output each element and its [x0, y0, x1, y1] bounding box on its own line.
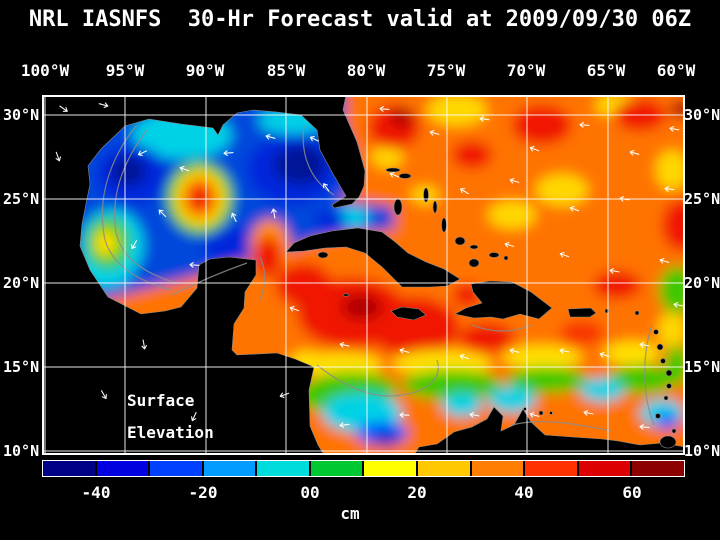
- bahamas-islands: [385, 167, 509, 268]
- colorbar-segment: [257, 461, 311, 476]
- lat-tick-label: 30°N: [3, 106, 40, 124]
- colorbar-segment: [96, 461, 151, 476]
- colorbar-segment: [525, 461, 579, 476]
- map-panel: [42, 95, 685, 455]
- colorbar-segment: [632, 461, 684, 476]
- lon-tick-label: 60°W: [656, 61, 696, 80]
- colorbar-unit-label: cm: [340, 504, 360, 523]
- lon-tick-label: 90°W: [185, 61, 225, 80]
- annotation-surface: Surface: [127, 391, 195, 410]
- north-central-america-landmass: [42, 95, 366, 455]
- lon-tick-label: 65°W: [586, 61, 626, 80]
- lon-tick-label: 100°W: [20, 61, 70, 80]
- colorbar-segment: [578, 461, 633, 476]
- colorbar-swatches: [42, 460, 685, 477]
- lat-tick-label: 10°N: [684, 442, 720, 460]
- colorbar-segment: [203, 461, 258, 476]
- plot-title: NRL IASNFS 30-Hr Forecast valid at 2009/…: [28, 7, 692, 32]
- map-frame: [42, 95, 685, 455]
- lon-tick-label: 80°W: [346, 61, 386, 80]
- land-masses: [42, 95, 685, 455]
- colorbar-segment: [310, 461, 365, 476]
- grid-lines: [42, 95, 685, 455]
- annotation-elevation: Elevation: [127, 423, 214, 442]
- colorbar-tick-label: 60: [622, 483, 642, 502]
- lon-tick-label: 70°W: [506, 61, 546, 80]
- colorbar-tick-label: 00: [300, 483, 320, 502]
- isla-juventud: [317, 251, 329, 259]
- map-svg: [42, 95, 685, 455]
- lon-tick-label: 85°W: [266, 61, 306, 80]
- lon-tick-label: 75°W: [426, 61, 466, 80]
- hispaniola-island: [454, 280, 553, 320]
- cuba-island: [285, 227, 461, 288]
- colorbar-segment: [364, 461, 419, 476]
- colorbar-segment: [43, 461, 97, 476]
- lon-tick-label: 95°W: [105, 61, 145, 80]
- bathymetry-contours: [101, 124, 655, 432]
- colorbar-tick-label: 40: [514, 483, 534, 502]
- lat-tick-label: 25°N: [3, 190, 40, 208]
- lat-tick-label: 25°N: [684, 190, 720, 208]
- colorbar-segment: [418, 461, 472, 476]
- colorbar-tick-label: -20: [188, 483, 218, 502]
- colorbar-segment: [150, 461, 204, 476]
- lat-tick-label: 30°N: [684, 106, 720, 124]
- lat-tick-label: 15°N: [684, 358, 720, 376]
- colorbar-segment: [471, 461, 526, 476]
- south-america-landmass: [413, 406, 685, 455]
- lat-tick-label: 20°N: [3, 274, 40, 292]
- puerto-rico-island: [567, 307, 597, 318]
- colorbar-tick-label: -40: [81, 483, 111, 502]
- jamaica-island: [390, 306, 427, 321]
- lat-tick-label: 10°N: [3, 442, 40, 460]
- lat-tick-label: 15°N: [3, 358, 40, 376]
- lat-tick-label: 20°N: [684, 274, 720, 292]
- colorbar-tick-label: 20: [407, 483, 427, 502]
- lesser-antilles-islands: [342, 293, 677, 449]
